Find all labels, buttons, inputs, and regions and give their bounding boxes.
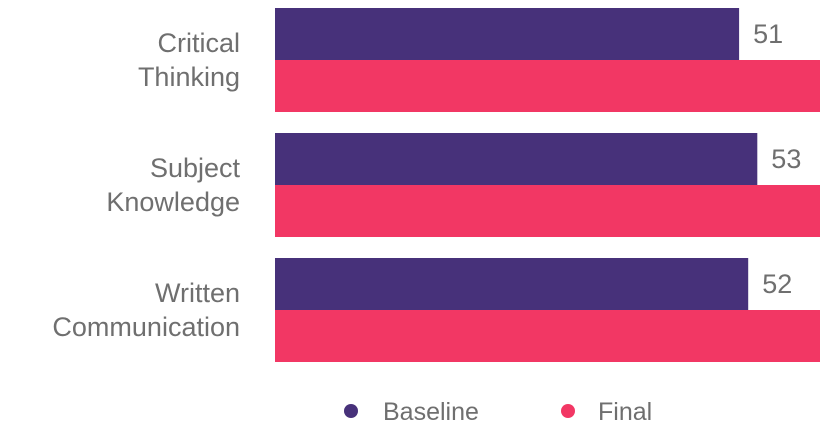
category-label: Subject Knowledge [106,153,240,217]
legend-marker-baseline [344,404,358,418]
bar-baseline [275,8,740,60]
value-label: 51 [753,19,783,49]
category-label: Written Communication [52,278,240,342]
bar-final [275,60,820,112]
category-label-line: Communication [52,312,240,342]
value-label: 52 [762,269,792,299]
value-label: 53 [771,144,801,174]
bar-final [275,185,820,237]
category-label-line: Critical [157,28,240,58]
legend-label-final: Final [598,398,652,425]
category-label-line: Written [155,278,240,308]
legend-label-baseline: Baseline [383,398,479,425]
value-labels: 516253645263 [753,19,801,299]
bar-baseline [275,133,758,185]
bar-final [275,310,820,362]
bars [275,8,820,362]
legend: Baseline Final [344,398,652,425]
bar-baseline [275,258,749,310]
legend-marker-final [561,404,575,418]
category-label-line: Subject [150,153,241,183]
category-label-line: Thinking [138,62,240,92]
category-label: Critical Thinking [138,28,240,92]
category-label-line: Knowledge [106,187,240,217]
category-labels: Critical Thinking Subject Knowledge Written C… [52,28,240,342]
